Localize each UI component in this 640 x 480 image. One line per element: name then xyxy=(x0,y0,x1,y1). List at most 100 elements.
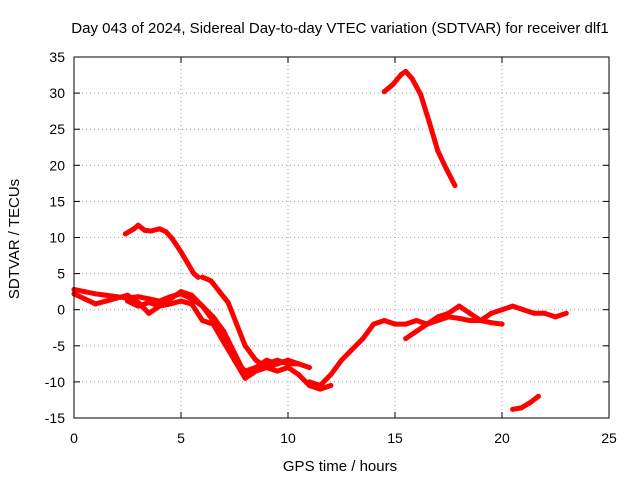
data-point xyxy=(225,299,231,305)
data-point xyxy=(242,343,248,349)
plot-area xyxy=(71,68,569,412)
data-point xyxy=(296,372,302,378)
data-point xyxy=(392,321,398,327)
data-point xyxy=(82,289,88,295)
series-arc-7 xyxy=(403,314,505,342)
data-point xyxy=(306,379,312,385)
data-point xyxy=(381,89,387,95)
data-point xyxy=(157,303,163,309)
y-tick-label: 30 xyxy=(49,85,65,101)
data-point xyxy=(242,375,248,381)
data-point xyxy=(146,299,152,305)
data-point xyxy=(409,76,415,82)
x-axis-label: GPS time / hours xyxy=(283,458,397,475)
x-tick-label: 10 xyxy=(280,430,296,446)
series-line xyxy=(403,314,505,342)
y-tick-label: 35 xyxy=(49,49,65,65)
data-point xyxy=(195,274,201,280)
data-point xyxy=(452,183,458,189)
data-point xyxy=(148,228,154,234)
x-tick-label: 0 xyxy=(70,430,78,446)
data-point xyxy=(135,222,141,228)
data-point xyxy=(232,357,237,363)
y-tick-label: 5 xyxy=(57,266,65,282)
data-point xyxy=(443,166,449,172)
y-tick-label: 10 xyxy=(49,230,65,246)
data-point xyxy=(92,291,98,297)
data-point xyxy=(542,310,548,316)
data-point xyxy=(535,393,541,399)
data-point xyxy=(381,318,387,324)
data-point xyxy=(167,301,173,307)
data-point xyxy=(467,310,473,316)
y-tick-label: -5 xyxy=(53,338,66,354)
series-arc-9 xyxy=(510,393,541,412)
y-tick-label: 15 xyxy=(49,193,65,209)
y-tick-label: 20 xyxy=(49,157,65,173)
data-point xyxy=(191,271,197,277)
data-point xyxy=(189,292,195,298)
data-point xyxy=(478,318,484,324)
y-tick-label: 0 xyxy=(57,302,65,318)
data-point xyxy=(371,321,377,327)
data-point xyxy=(390,81,396,87)
data-point xyxy=(146,296,152,302)
data-point xyxy=(403,321,409,327)
data-point xyxy=(217,289,223,295)
data-point xyxy=(435,148,441,154)
data-point xyxy=(125,292,130,298)
x-tick-label: 20 xyxy=(494,430,510,446)
data-point xyxy=(114,295,120,301)
data-point xyxy=(178,249,184,255)
data-point xyxy=(403,336,409,342)
series-arc-4 xyxy=(122,222,201,280)
data-point xyxy=(285,357,291,363)
data-point xyxy=(306,364,312,370)
data-point xyxy=(178,289,184,295)
data-point xyxy=(349,346,355,352)
data-point xyxy=(446,310,451,316)
data-point xyxy=(527,400,533,406)
data-point xyxy=(199,274,205,280)
data-point xyxy=(221,339,227,345)
series-arc-5 xyxy=(199,274,312,370)
data-point xyxy=(403,68,409,74)
data-point xyxy=(446,314,451,320)
data-point xyxy=(435,318,441,324)
data-point xyxy=(339,357,344,363)
data-point xyxy=(122,231,128,237)
y-axis-label: SDTVAR / TECUs xyxy=(6,179,23,299)
data-point xyxy=(499,321,505,327)
data-point xyxy=(518,405,524,411)
x-tick-label: 15 xyxy=(387,430,403,446)
data-point xyxy=(553,314,558,320)
data-point xyxy=(510,406,516,412)
data-point xyxy=(317,383,323,389)
data-point xyxy=(242,368,248,374)
data-point xyxy=(189,301,195,307)
data-point xyxy=(274,368,280,374)
y-tick-label: 25 xyxy=(49,121,65,137)
series-line xyxy=(381,68,458,189)
data-point xyxy=(146,310,152,316)
data-point xyxy=(178,298,184,304)
data-point xyxy=(92,301,98,307)
data-point xyxy=(125,298,130,304)
series-line xyxy=(122,222,201,280)
data-point xyxy=(210,321,216,327)
data-point xyxy=(426,119,432,125)
series-arc-2 xyxy=(71,289,334,392)
data-point xyxy=(184,260,190,266)
data-point xyxy=(163,229,169,235)
data-point xyxy=(135,303,141,309)
series-arc-8 xyxy=(381,68,458,189)
data-point xyxy=(157,226,163,232)
y-tick-label: -15 xyxy=(45,410,65,426)
y-tick-label: -10 xyxy=(45,374,65,390)
data-point xyxy=(418,92,424,98)
data-point xyxy=(328,372,334,378)
data-point xyxy=(360,336,366,342)
data-point xyxy=(169,236,175,242)
data-point xyxy=(456,303,462,309)
